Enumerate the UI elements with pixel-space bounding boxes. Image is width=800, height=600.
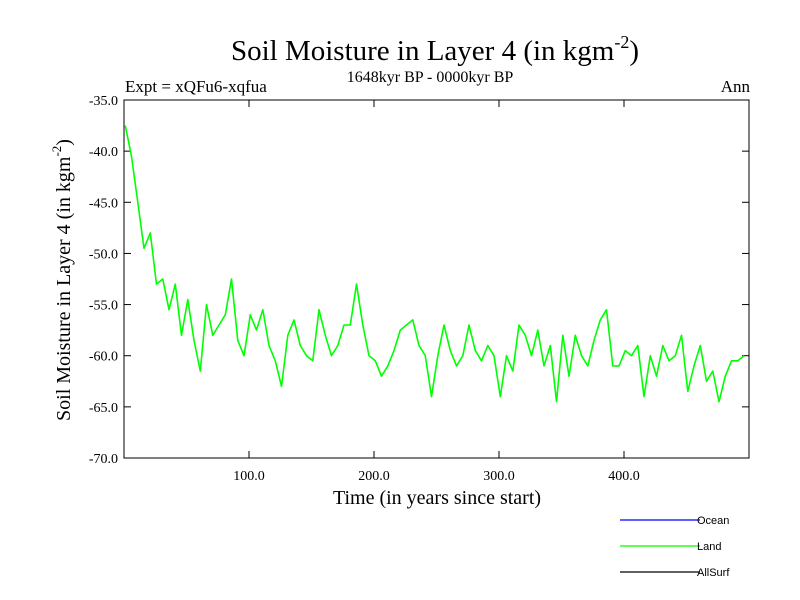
y-tick-label: -45.0 [89, 196, 118, 211]
x-axis-ticks: 100.0 200.0 300.0 400.0 [233, 100, 640, 484]
series-line-land [124, 125, 745, 403]
y-axis-ticks: -35.0 -40.0 -45.0 -50.0 -55.0 -60.0 -65.0 -70.0 [89, 94, 749, 467]
season-label: Ann [721, 77, 751, 96]
y-tick-label: -50.0 [89, 247, 118, 262]
legend-label-land: Land [697, 541, 721, 553]
experiment-label: Expt = xQFu6-xqfua [125, 77, 267, 96]
y-axis-label: Soil Moisture in Layer 4 (in kgm-2) [49, 139, 75, 421]
y-tick-label: -55.0 [89, 299, 118, 314]
y-tick-label: -70.0 [89, 452, 118, 467]
legend-label-ocean: Ocean [697, 515, 729, 527]
x-tick-label: 400.0 [608, 469, 640, 484]
chart-title: Soil Moisture in Layer 4 (in kgm-2) [231, 32, 639, 67]
x-tick-label: 100.0 [233, 469, 265, 484]
y-tick-label: -40.0 [89, 145, 118, 160]
x-tick-label: 300.0 [483, 469, 515, 484]
y-tick-label: -65.0 [89, 401, 118, 416]
legend-label-allsurf: AllSurf [697, 567, 730, 579]
period-label: 1648kyr BP - 0000kyr BP [347, 69, 514, 86]
plot-frame [123, 99, 750, 459]
legend: Ocean Land AllSurf [620, 515, 730, 579]
x-axis-label: Time (in years since start) [333, 487, 541, 509]
series-layer [124, 125, 745, 403]
y-tick-label: -35.0 [89, 94, 118, 109]
y-tick-label: -60.0 [89, 350, 118, 365]
x-tick-label: 200.0 [358, 469, 390, 484]
